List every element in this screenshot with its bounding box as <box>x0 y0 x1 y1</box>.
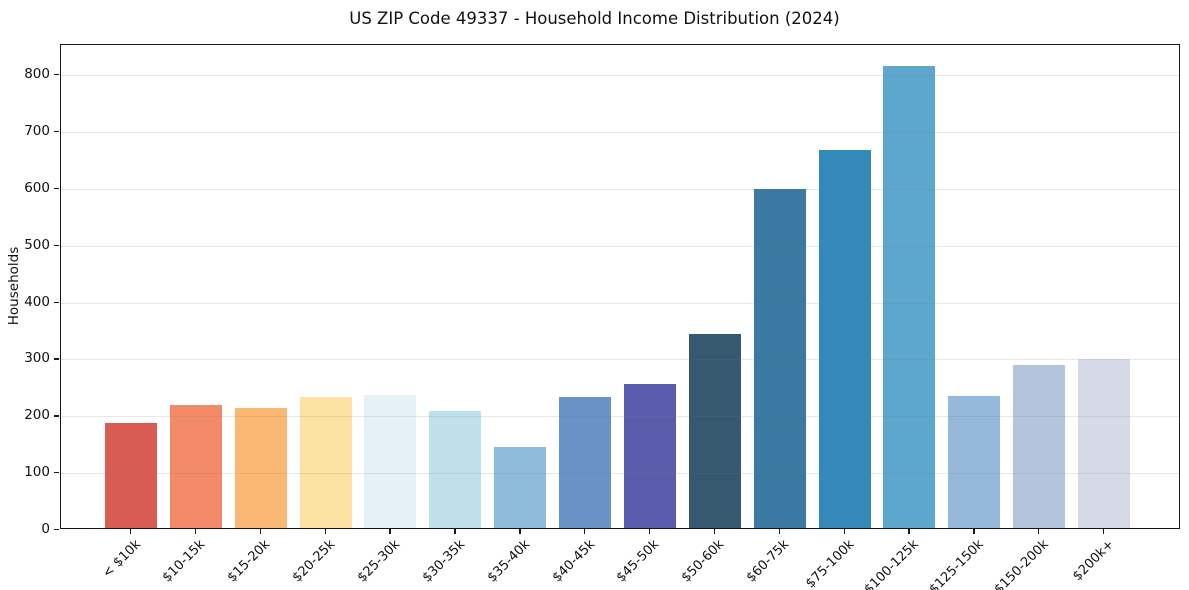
y-tick-label: 300 <box>24 350 50 367</box>
y-tick-label: 800 <box>24 66 50 83</box>
y-tick-label: 700 <box>24 122 50 139</box>
bar-6 <box>429 410 482 528</box>
x-tick-mark <box>584 529 586 534</box>
bar-9 <box>623 383 676 528</box>
x-tick-mark <box>778 529 780 534</box>
bar-5 <box>364 394 417 528</box>
bar-3 <box>234 408 287 528</box>
bar-13 <box>883 65 936 528</box>
x-tick-mark <box>713 529 716 534</box>
x-tick-mark <box>973 529 975 534</box>
x-tick-mark <box>389 529 391 534</box>
y-tick-label: 100 <box>24 464 50 481</box>
y-tick-label: 500 <box>24 236 50 253</box>
bar-7 <box>494 446 547 528</box>
gridline-600 <box>61 188 1179 190</box>
bar-2 <box>169 404 222 528</box>
x-tick-mark <box>1038 529 1040 534</box>
bar-16 <box>1078 358 1131 528</box>
y-tick-label: 400 <box>24 293 50 310</box>
gridline-200 <box>61 416 1179 418</box>
gridline-500 <box>61 245 1179 247</box>
y-tick-mark <box>54 130 59 133</box>
y-axis-label: Households <box>6 246 22 326</box>
chart-title: US ZIP Code 49337 - Household Income Dis… <box>349 9 840 28</box>
x-tick-mark <box>908 529 910 534</box>
x-tick-mark <box>259 529 262 534</box>
bar-15 <box>1013 365 1066 528</box>
bar-12 <box>818 150 871 528</box>
x-tick-mark <box>843 529 845 534</box>
bar-1 <box>105 422 157 528</box>
bar-4 <box>299 397 352 528</box>
x-tick-mark <box>648 529 651 534</box>
y-tick-mark <box>54 74 59 76</box>
y-tick-label: 200 <box>24 407 50 424</box>
gridline-700 <box>61 131 1179 133</box>
y-tick-mark <box>54 472 59 474</box>
y-tick-mark <box>54 529 59 531</box>
y-tick-mark <box>54 301 59 303</box>
gridline-400 <box>61 302 1179 304</box>
y-tick-label: 0 <box>41 521 50 537</box>
gridline-800 <box>61 75 1179 77</box>
x-tick-mark <box>519 529 521 534</box>
x-tick-mark <box>1103 529 1105 534</box>
gridline-100 <box>61 473 1179 475</box>
bar-10 <box>688 333 741 528</box>
x-tick-mark <box>454 529 456 534</box>
y-tick-mark <box>54 415 59 417</box>
bar-8 <box>559 396 612 528</box>
x-tick-mark <box>194 529 197 534</box>
y-tick-mark <box>54 187 59 190</box>
y-tick-label: 600 <box>24 179 50 196</box>
plot-area <box>60 44 1180 529</box>
bar-11 <box>753 189 806 528</box>
gridline-300 <box>61 359 1179 361</box>
x-tick-mark <box>324 529 326 534</box>
y-tick-mark <box>54 244 59 246</box>
y-tick-mark <box>54 358 59 360</box>
x-tick-mark <box>130 529 132 534</box>
bar-14 <box>948 395 1001 528</box>
